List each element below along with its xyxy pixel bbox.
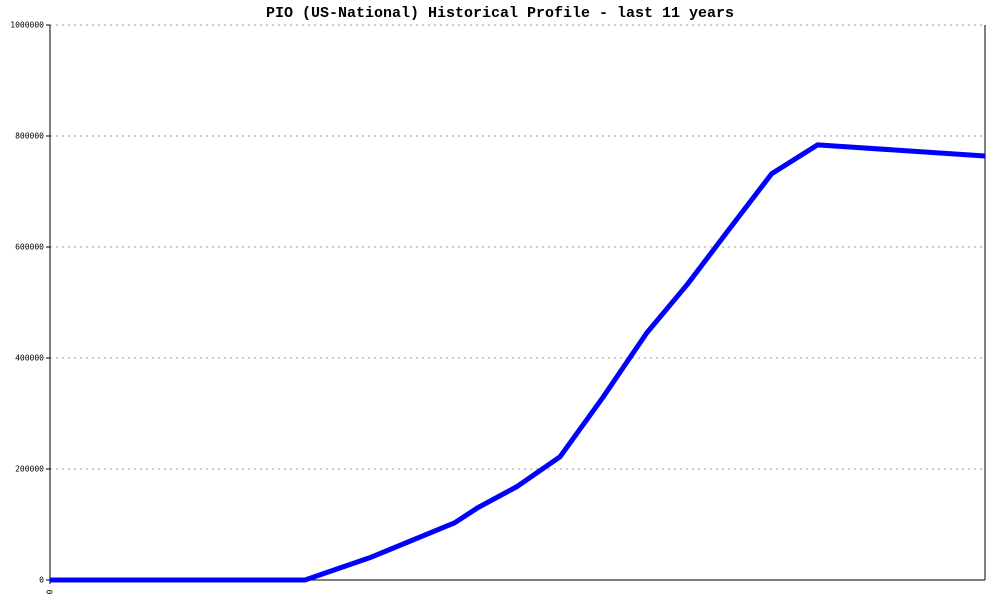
y-tick-label: 200000	[15, 465, 44, 474]
y-tick-label: 800000	[15, 132, 44, 141]
y-tick-label: 0	[39, 576, 44, 585]
y-tick-label: 600000	[15, 243, 44, 252]
y-tick-label: 400000	[15, 354, 44, 363]
x-tick-label: 0	[46, 589, 55, 594]
y-tick-label: 1000000	[10, 21, 44, 30]
data-line	[50, 142, 986, 583]
chart-title: PIO (US-National) Historical Profile - l…	[266, 5, 734, 22]
